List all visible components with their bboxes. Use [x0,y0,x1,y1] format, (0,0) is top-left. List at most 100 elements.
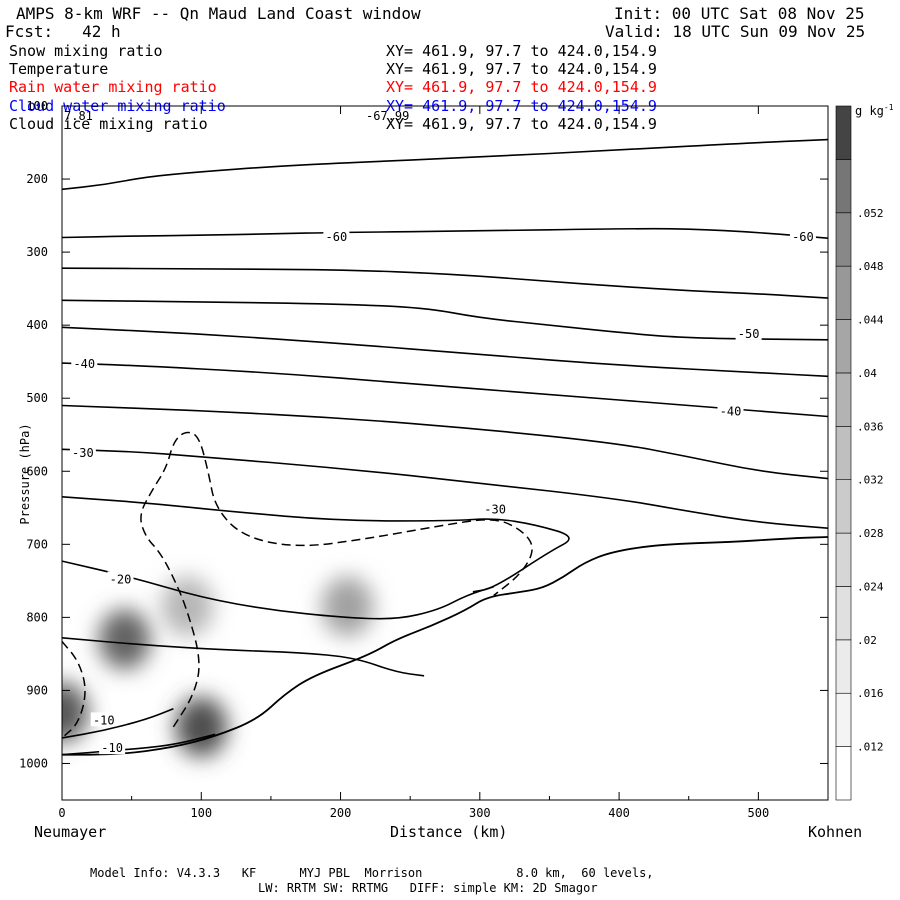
colorbar-segment [835,159,852,214]
min-value-label: -67.99 [366,109,410,123]
contour-labels: -60 -60 -50 -40 -40 -30 -30 -20 -10 -10 [69,228,816,755]
terrain-line [62,536,828,756]
colorbar-level-label: .02 [857,634,877,647]
model-physics: LW: RRTM SW: RRTMG DIFF: simple KM: 2D S… [258,881,598,895]
y-tick-label: 100 [26,99,48,113]
temperature-contour [62,448,828,529]
cloud-water-contour [62,641,86,739]
field-name: Snow mixing ratio [9,42,163,60]
temperature-contour [62,496,570,593]
plot-frame [61,105,829,801]
temperature-contour [62,326,828,378]
x-tick-label: 200 [330,806,352,820]
colorbar-segment [835,479,852,534]
init-time: Init: 00 UTC Sat 08 Nov 25 [614,4,865,23]
contour-label: -40 [73,357,95,371]
x-tick-label: 100 [190,806,212,820]
cloud-water-contour [140,431,533,728]
colorbar-level-label: .032 [857,474,884,487]
contour-label-bg [735,325,762,340]
colorbar-level-label: .036 [857,420,884,433]
contour-label-bg [99,740,126,755]
colorbar-segment [835,586,852,641]
colorbar-segment [835,105,852,160]
x-tick-label: 300 [469,806,491,820]
field-cross-section-endpoints: XY= 461.9, 97.7 to 424.0,154.9 [386,78,657,97]
snow-shading-blob [98,609,151,670]
y-tick-label: 500 [26,391,48,405]
contour-label: -60 [326,230,348,244]
colorbar-level-label: .016 [857,687,884,700]
colorbar-segment [835,265,852,320]
plot-title: AMPS 8-km WRF -- Qn Maud Land Coast wind… [16,4,421,23]
field-cross-section-endpoints: XY= 461.9, 97.7 to 424.0,154.9 [386,114,657,133]
colorbar-segment [835,319,852,374]
temperature-contour [62,707,174,739]
contour-label: -30 [72,446,94,460]
valid-time: Valid: 18 UTC Sun 09 Nov 25 [605,22,866,41]
contour-label-bg [323,228,350,243]
temperature-contour [62,138,828,191]
contour-label-bg [107,571,134,586]
colorbar-segment [835,372,852,427]
temperature-contour [62,227,828,239]
contour-label-bg [789,228,816,243]
contour-label-bg [482,501,509,516]
field-cross-section-endpoints: XY= 461.9, 97.7 to 424.0,154.9 [386,42,657,60]
forecast-hour: Fcst: 42 h [5,22,121,41]
contour-label: -10 [101,741,123,755]
snow-shading-blob [175,696,228,757]
x-right-endpoint: Kohnen [808,823,863,841]
y-tick-label: 200 [26,172,48,186]
contour-label: -20 [110,572,132,586]
y-tick-label: 300 [26,245,48,259]
colorbar-segment [835,426,852,480]
colorbar-segment [835,639,852,694]
contour-label-bg [69,445,96,459]
snow-shading-blob [321,576,374,637]
x-axis-label: Distance (km) [390,823,508,841]
contour-label: -30 [484,502,506,516]
colorbar-level-label: .052 [857,207,884,220]
x-tick-label: 500 [748,806,770,820]
field-name: Temperature [9,60,109,79]
colorbar-level-label: .044 [857,314,884,327]
colorbar-segment [835,532,852,587]
y-tick-label: 800 [26,610,48,624]
contour-label: -50 [738,327,760,341]
temperature-contour [62,404,828,480]
y-tick-label: 700 [26,537,48,551]
colorbar-segment [835,692,852,747]
colorbar-segment [835,746,852,801]
x-tick-label: 0 [58,806,65,820]
colorbar-segment [835,212,852,267]
snow-shading-blob [161,576,214,637]
temperature-contour [62,267,828,299]
contour-label: -40 [720,404,742,418]
y-tick-label: 900 [26,683,48,697]
colorbar-level-label: .048 [857,260,884,273]
contour-label-bg [71,355,98,370]
y-axis-label: Pressure (hPa) [18,423,32,525]
temperature-contours [62,138,828,756]
contour-label-bg [90,712,117,727]
temperature-contour [62,362,828,418]
colorbar-level-label: .04 [857,367,877,380]
field-cross-section-endpoints: XY= 461.9, 97.7 to 424.0,154.9 [386,60,657,79]
snow-shading [62,576,374,757]
colorbar-unit: g kg-1 [855,103,894,118]
x-axis: 0 100 200 300 400 500 [58,106,769,820]
y-tick-label: 1000 [19,756,48,770]
x-tick-label: 400 [608,806,630,820]
y-tick-label: 600 [26,464,48,478]
temperature-contour [62,299,828,341]
contour-label: -10 [93,713,115,727]
field-name: Cloud ice mixing ratio [9,114,208,133]
field-name: Rain water mixing ratio [9,78,217,97]
temperature-contour [62,637,425,677]
y-axis: 1000 900 800 700 600 500 400 300 200 100 [19,99,828,770]
contour-label-bg [717,403,744,418]
colorbar-level-label: .012 [857,741,884,754]
x-left-endpoint: Neumayer [34,823,107,841]
